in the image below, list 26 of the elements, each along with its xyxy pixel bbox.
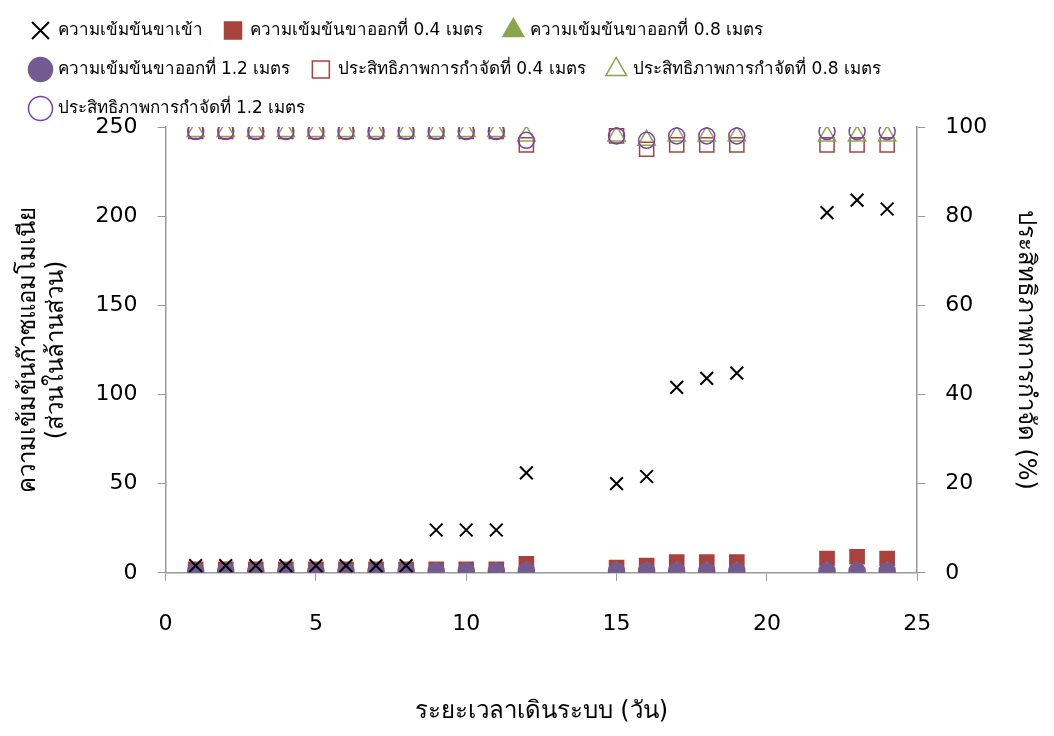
legend-label: ความเข้มข้นขาออกที่ 0.4 เมตร [250, 16, 483, 39]
x-tick-label: 15 [602, 609, 631, 635]
y2-axis-title: ประสิทธิภาพการกำจัด (%) [1013, 209, 1042, 490]
y-tick-label: 50 [109, 469, 138, 495]
legend-label: ประสิทธิภาพการกำจัดที่ 0.8 เมตร [633, 55, 882, 78]
y-tick-label: 150 [95, 291, 138, 317]
y-tick-label: 0 [123, 558, 138, 584]
y2-tick-label: 80 [945, 201, 974, 227]
y-tick-label: 100 [95, 380, 138, 406]
x-tick-label: 10 [452, 609, 481, 635]
y2-tick-label: 100 [945, 112, 988, 138]
x-tick-label: 5 [308, 609, 323, 635]
x-tick-label: 0 [158, 609, 173, 635]
y2-tick-label: 40 [945, 380, 974, 406]
y-axis-title: ความเข้มข้นก๊าซแอมโมเนีย (ส่วนในล้านส่วน) [12, 206, 70, 493]
legend-label: ความเข้มข้นขาเข้า [57, 18, 203, 39]
x-axis-title: ระยะเวลาเดินระบบ (วัน) [414, 695, 669, 724]
y2-tick-label: 20 [945, 469, 974, 495]
x-tick-label: 25 [903, 609, 932, 635]
legend-label: ประสิทธิภาพการกำจัดที่ 0.4 เมตร [337, 55, 586, 78]
legend-label: ความเข้มข้นขาออกที่ 0.8 เมตร [530, 16, 764, 39]
y2-tick-label: 0 [945, 558, 960, 584]
y-tick-label: 200 [95, 201, 138, 227]
x-tick-label: 20 [752, 609, 781, 635]
y2-tick-label: 60 [945, 291, 974, 317]
legend-label: ความเข้มข้นขาออกที่ 1.2 เมตร [57, 55, 291, 78]
